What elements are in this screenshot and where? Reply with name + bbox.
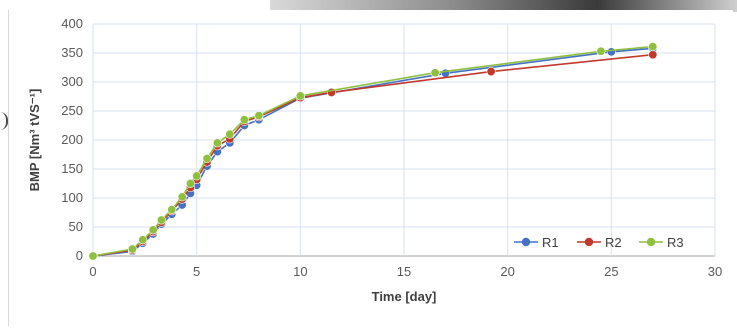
y-axis-title: BMP [Nm³ tVS⁻¹]: [27, 89, 42, 192]
data-point-r3: [127, 244, 137, 254]
data-point-r3: [648, 42, 658, 52]
x-tick-label: 30: [708, 264, 722, 279]
legend-label-r1: R1: [542, 235, 559, 250]
data-point-r3: [430, 68, 440, 78]
series-r3: [88, 42, 658, 261]
series-line-r3: [92, 45, 653, 257]
legend-marker-r3: [646, 237, 656, 247]
series-line-r2: [92, 53, 653, 257]
data-point-r3: [177, 192, 187, 202]
x-tick-label: 0: [89, 264, 96, 279]
y-tick-label: 150: [61, 161, 83, 176]
data-point-r3: [239, 115, 249, 125]
x-tick-label: 10: [293, 264, 307, 279]
legend-label-r2: R2: [605, 235, 622, 250]
data-point-r3: [148, 225, 158, 235]
y-tick-label: 200: [61, 132, 83, 147]
background-photo-strip: [270, 0, 737, 12]
legend-marker-r2: [584, 237, 594, 247]
y-tick-label: 400: [61, 16, 83, 31]
data-point-r3: [202, 154, 212, 164]
data-point-r3: [167, 205, 177, 215]
y-tick-label: 300: [61, 74, 83, 89]
x-tick-label: 25: [604, 264, 618, 279]
x-axis-title: Time [day]: [372, 289, 437, 304]
legend-marker-r1: [521, 237, 531, 247]
data-point-r3: [156, 215, 166, 225]
series-r1: [88, 43, 658, 261]
legend-label-r3: R3: [667, 235, 684, 250]
data-point-r3: [192, 171, 202, 181]
x-tick-label: 20: [500, 264, 514, 279]
data-point-r3: [138, 235, 148, 245]
y-tick-label: 250: [61, 103, 83, 118]
x-tick-label: 5: [193, 264, 200, 279]
series-layer: [88, 42, 658, 261]
left-edge-mark: [0, 112, 8, 130]
legend: R1 R2 R3: [514, 235, 684, 250]
data-point-r3: [295, 91, 305, 101]
data-point-r3: [88, 251, 98, 261]
x-tick-label: 15: [397, 264, 411, 279]
data-point-r3: [596, 46, 606, 56]
data-point-r2: [486, 67, 496, 77]
y-tick-label: 50: [69, 219, 83, 234]
data-point-r3: [185, 179, 195, 189]
data-point-r3: [254, 111, 264, 121]
y-tick-label: 100: [61, 190, 83, 205]
y-tick-label: 350: [61, 45, 83, 60]
data-point-r3: [225, 129, 235, 139]
data-point-r1: [606, 47, 616, 57]
series-line-r1: [92, 47, 653, 257]
gridlines: [92, 23, 716, 257]
data-point-r2: [648, 50, 658, 60]
data-point-r3: [212, 138, 222, 148]
chart-frame: 0 50 100 150 200 250 300 350 400 0 5 10 15 20 25 30 R1 R…: [8, 10, 733, 326]
axes: 0 50 100 150 200 250 300 350 400 0 5 10 15 20 25 30: [61, 16, 722, 279]
y-tick-label: 0: [76, 248, 83, 263]
